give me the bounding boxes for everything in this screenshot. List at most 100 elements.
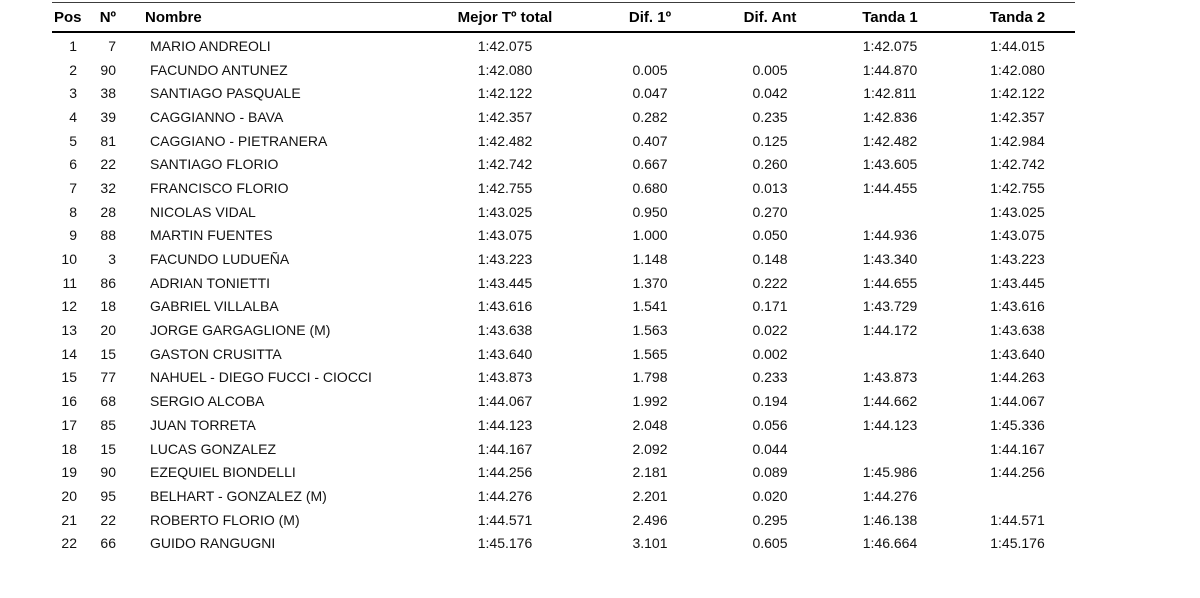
cell-dif-previous: 0.222 [752, 274, 788, 291]
cell-tanda-2: 1:44.256 [990, 464, 1045, 481]
cell-best-total: 1:42.357 [477, 108, 533, 125]
cell-driver-name: LUCAS GONZALEZ [150, 440, 277, 457]
cell-best-total: 1:43.223 [477, 251, 533, 268]
cell-tanda-2: 1:43.616 [990, 298, 1045, 315]
cell-position: 18 [61, 440, 77, 457]
cell-best-total: 1:43.025 [477, 203, 533, 220]
cell-dif-first: 0.005 [632, 61, 668, 78]
cell-best-total: 1:43.075 [477, 227, 533, 244]
cell-position: 7 [69, 179, 77, 196]
cell-position: 2 [69, 61, 77, 78]
cell-car-number: 7 [108, 37, 116, 54]
cell-position: 1 [69, 37, 77, 54]
cell-tanda-1: 1:44.276 [862, 487, 918, 504]
cell-car-number: 22 [100, 511, 116, 528]
cell-position: 21 [61, 511, 77, 528]
cell-driver-name: GASTON CRUSITTA [150, 345, 282, 362]
cell-car-number: 90 [100, 61, 116, 78]
cell-car-number: 22 [100, 156, 116, 173]
cell-car-number: 15 [100, 440, 116, 457]
cell-best-total: 1:44.276 [477, 487, 533, 504]
cell-tanda-1: 1:42.482 [862, 132, 918, 149]
cell-best-total: 1:44.256 [477, 464, 533, 481]
cell-driver-name: CAGGIANO - PIETRANERA [150, 132, 328, 149]
table-row: 18 15 LUCAS GONZALEZ 1:44.167 2.092 0.04… [52, 437, 1075, 461]
cell-best-total: 1:42.075 [477, 37, 533, 54]
cell-tanda-1: 1:44.455 [862, 179, 918, 196]
cell-dif-first: 1.565 [632, 345, 668, 362]
cell-dif-first: 0.407 [632, 132, 668, 149]
cell-tanda-2: 1:45.176 [990, 535, 1045, 552]
cell-dif-previous: 0.233 [752, 369, 788, 386]
cell-driver-name: NICOLAS VIDAL [150, 203, 256, 220]
cell-driver-name: BELHART - GONZALEZ (M) [150, 487, 327, 504]
cell-best-total: 1:43.640 [477, 345, 533, 362]
table-row: 9 88 MARTIN FUENTES 1:43.075 1.000 0.050… [52, 224, 1075, 248]
cell-dif-first: 0.667 [632, 156, 668, 173]
cell-car-number: 18 [100, 298, 116, 315]
cell-dif-previous: 0.022 [752, 322, 788, 339]
cell-best-total: 1:44.167 [477, 440, 533, 457]
table-header-row: Pos Nº Nombre Mejor Tº total Dif. 1º Dif… [52, 3, 1075, 33]
cell-position: 12 [61, 298, 77, 315]
cell-car-number: 86 [100, 274, 116, 291]
cell-dif-previous: 0.235 [752, 108, 788, 125]
cell-tanda-2: 1:43.445 [990, 274, 1045, 291]
table-row: 7 32 FRANCISCO FLORIO 1:42.755 0.680 0.0… [52, 176, 1075, 200]
cell-best-total: 1:44.123 [477, 416, 533, 433]
cell-best-total: 1:43.873 [477, 369, 533, 386]
cell-driver-name: NAHUEL - DIEGO FUCCI - CIOCCI [150, 369, 372, 386]
cell-position: 4 [69, 108, 77, 125]
column-header-mejor-total: Mejor Tº total [457, 8, 553, 26]
cell-car-number: 77 [100, 369, 116, 386]
cell-dif-previous: 0.171 [752, 298, 788, 315]
cell-tanda-1: 1:46.664 [862, 535, 918, 552]
cell-tanda-2: 1:44.015 [990, 37, 1045, 54]
cell-tanda-2: 1:42.755 [990, 179, 1045, 196]
cell-tanda-1: 1:44.172 [862, 322, 918, 339]
cell-dif-first: 2.201 [632, 487, 668, 504]
cell-tanda-2: 1:43.025 [990, 203, 1045, 220]
table-body: 1 7 MARIO ANDREOLI 1:42.075 1:42.075 1:4… [52, 33, 1075, 555]
cell-car-number: 39 [100, 108, 116, 125]
table-row: 16 68 SERGIO ALCOBA 1:44.067 1.992 0.194… [52, 389, 1075, 413]
cell-position: 16 [61, 393, 77, 410]
cell-tanda-2: 1:43.223 [990, 251, 1045, 268]
cell-best-total: 1:44.571 [477, 511, 533, 528]
cell-car-number: 20 [100, 322, 116, 339]
cell-tanda-2: 1:44.571 [990, 511, 1045, 528]
cell-dif-previous: 0.013 [752, 179, 788, 196]
cell-driver-name: FRANCISCO FLORIO [150, 179, 289, 196]
column-header-dif-ant: Dif. Ant [743, 8, 797, 26]
table-row: 20 95 BELHART - GONZALEZ (M) 1:44.276 2.… [52, 484, 1075, 508]
cell-car-number: 68 [100, 393, 116, 410]
table-row: 8 28 NICOLAS VIDAL 1:43.025 0.950 0.270 … [52, 200, 1075, 224]
cell-position: 20 [61, 487, 77, 504]
column-header-pos: Pos [54, 8, 82, 26]
cell-tanda-1: 1:42.075 [862, 37, 918, 54]
cell-car-number: 66 [100, 535, 116, 552]
cell-tanda-1: 1:43.729 [862, 298, 918, 315]
cell-car-number: 32 [100, 179, 116, 196]
cell-position: 13 [61, 322, 77, 339]
cell-dif-first: 1.798 [632, 369, 668, 386]
cell-dif-previous: 0.089 [752, 464, 788, 481]
table-row: 19 90 EZEQUIEL BIONDELLI 1:44.256 2.181 … [52, 460, 1075, 484]
cell-dif-previous: 0.005 [752, 61, 788, 78]
table-row: 3 38 SANTIAGO PASQUALE 1:42.122 0.047 0.… [52, 81, 1075, 105]
cell-tanda-2: 1:43.638 [990, 322, 1045, 339]
cell-car-number: 95 [100, 487, 116, 504]
cell-tanda-2: 1:44.167 [990, 440, 1045, 457]
cell-tanda-1: 1:44.123 [862, 416, 918, 433]
table-row: 12 18 GABRIEL VILLALBA 1:43.616 1.541 0.… [52, 295, 1075, 319]
cell-position: 10 [61, 251, 77, 268]
cell-driver-name: FACUNDO LUDUEÑA [150, 251, 290, 268]
cell-tanda-1: 1:42.836 [862, 108, 918, 125]
table-row: 6 22 SANTIAGO FLORIO 1:42.742 0.667 0.26… [52, 152, 1075, 176]
cell-tanda-2: 1:42.742 [990, 156, 1045, 173]
cell-tanda-2: 1:44.067 [990, 393, 1045, 410]
cell-position: 8 [69, 203, 77, 220]
cell-tanda-2: 1:45.336 [990, 416, 1045, 433]
table-row: 21 22 ROBERTO FLORIO (M) 1:44.571 2.496 … [52, 508, 1075, 532]
